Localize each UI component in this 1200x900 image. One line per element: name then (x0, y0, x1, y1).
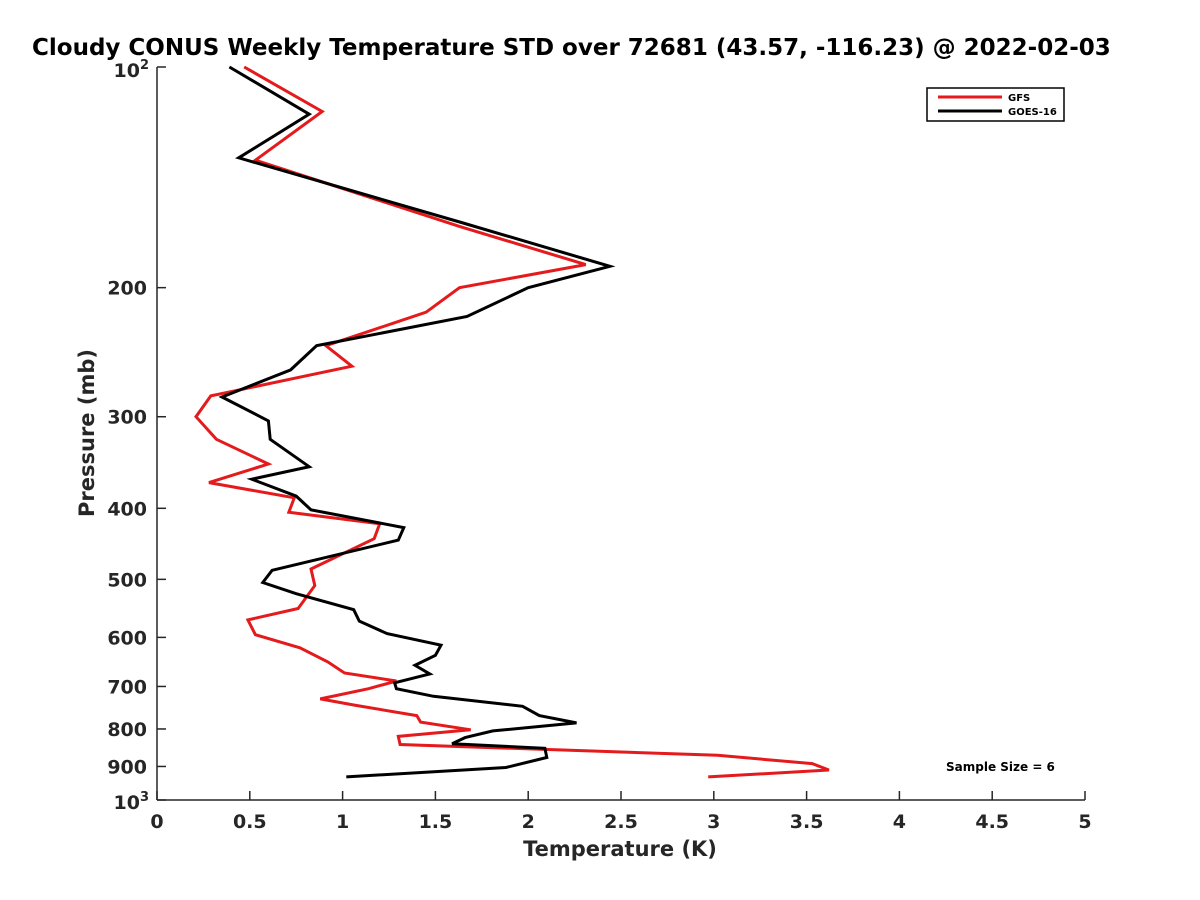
x-tick-label: 4 (893, 811, 906, 833)
legend-label-gfs: GFS (1008, 93, 1030, 104)
plot-area (156, 67, 1085, 801)
y-tick-label: 400 (107, 498, 147, 520)
legend-box (926, 87, 1065, 122)
y-tick-label-power: 102 (114, 58, 150, 82)
series-line-gfs (194, 65, 830, 779)
x-axis-ticks: 0 0.5 1 1.5 2 2.5 3 3.5 4 4.5 5 (150, 791, 1092, 833)
y-tick-label: 200 (107, 278, 147, 300)
series-group (194, 65, 830, 779)
y-tick-label-power: 103 (114, 790, 150, 814)
x-tick-label: 0.5 (233, 811, 267, 833)
y-axis-ticks: 200 300 400 500 600 700 800 900 102 103 (107, 58, 166, 814)
y-tick-label: 600 (107, 627, 147, 649)
x-tick-label: 2.5 (604, 811, 638, 833)
x-tick-label: 3.5 (790, 811, 824, 833)
x-tick-label: 5 (1078, 811, 1091, 833)
x-tick-label: 1.5 (419, 811, 453, 833)
x-tick-label: 2 (522, 811, 535, 833)
y-tick-label: 900 (107, 756, 147, 778)
y-tick-label: 500 (107, 569, 147, 591)
y-tick-label: 800 (107, 719, 147, 741)
series-line-goes16 (218, 65, 616, 779)
legend-label-goes16: GOES-16 (1008, 107, 1057, 118)
x-tick-label: 0 (150, 811, 163, 833)
chart-title: Cloudy CONUS Weekly Temperature STD over… (32, 35, 1111, 61)
x-tick-label: 3 (707, 811, 720, 833)
x-tick-label: 4.5 (975, 811, 1009, 833)
y-axis-label: Pressure (mb) (75, 349, 99, 517)
x-axis-label: Temperature (K) (523, 837, 717, 861)
y-tick-label: 300 (107, 407, 147, 429)
legend: GFS GOES-16 (926, 87, 1065, 122)
y-tick-label: 700 (107, 676, 147, 698)
sample-size-annotation: Sample Size = 6 (946, 760, 1055, 774)
x-tick-label: 1 (336, 811, 349, 833)
